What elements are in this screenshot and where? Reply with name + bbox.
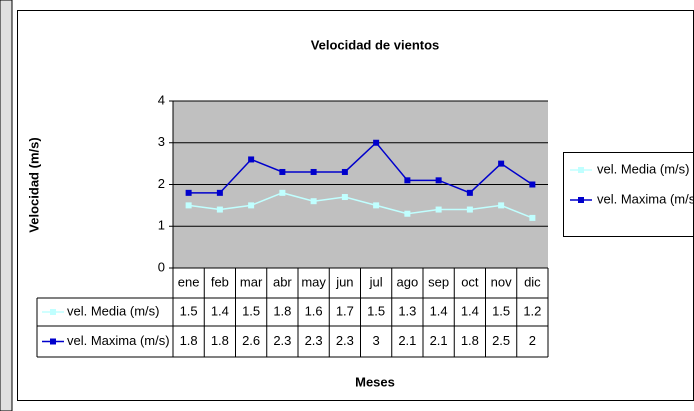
data-point <box>435 206 442 213</box>
x-tick-label: jun <box>335 274 353 289</box>
data-point <box>310 168 317 175</box>
data-point <box>498 160 505 167</box>
data-point <box>341 168 348 175</box>
data-point <box>216 189 223 196</box>
table-value: 1.5 <box>492 303 510 318</box>
table-value: 2.1 <box>398 333 416 348</box>
table-legend-key-marker <box>50 309 56 315</box>
table-value: 2 <box>529 333 536 348</box>
data-point <box>529 214 536 221</box>
table-legend-key-marker <box>50 338 56 345</box>
data-point <box>404 210 411 217</box>
table-value: 1.5 <box>180 303 198 318</box>
x-tick-label: may <box>301 274 326 289</box>
data-point <box>529 181 536 188</box>
legend-box <box>563 152 694 237</box>
data-point <box>310 198 317 205</box>
y-tick-label: 1 <box>158 218 165 233</box>
table-value: 1.4 <box>211 303 229 318</box>
table-value: 1.6 <box>305 303 323 318</box>
table-value: 2.3 <box>273 333 291 348</box>
table-series-label: vel. Media (m/s) <box>67 303 159 318</box>
table-value: 1.8 <box>461 333 479 348</box>
table-value: 1.4 <box>461 303 479 318</box>
data-point <box>373 139 380 146</box>
data-point <box>373 202 380 209</box>
series-line <box>188 141 533 194</box>
table-value: 1.3 <box>398 303 416 318</box>
data-point <box>341 194 348 201</box>
data-point <box>435 177 442 184</box>
table-value: 3 <box>373 333 380 348</box>
table-value: 2.3 <box>336 333 354 348</box>
x-tick-label: sep <box>428 274 449 289</box>
data-point <box>185 202 192 209</box>
data-point <box>185 189 192 196</box>
y-tick-label: 0 <box>158 259 165 274</box>
data-point <box>404 177 411 184</box>
y-tick-label: 4 <box>158 92 165 107</box>
table-value: 1.8 <box>273 303 291 318</box>
data-point <box>279 168 286 175</box>
x-tick-label: ago <box>397 274 419 289</box>
x-axis-title: Meses <box>355 374 395 389</box>
table-value: 1.7 <box>336 303 354 318</box>
side-frame <box>0 0 13 411</box>
legend-key-marker <box>578 167 584 173</box>
x-tick-label: jul <box>369 274 383 289</box>
data-point <box>279 189 286 196</box>
x-tick-label: feb <box>211 274 229 289</box>
data-point <box>466 206 473 213</box>
table-value: 2.5 <box>492 333 510 348</box>
x-tick-label: ene <box>178 274 200 289</box>
table-value: 1.4 <box>430 303 448 318</box>
table-value: 1.2 <box>523 303 541 318</box>
table-value: 2.3 <box>305 333 323 348</box>
y-tick-label: 3 <box>158 134 165 149</box>
legend-label: vel. Maxima (m/s) <box>597 191 694 206</box>
data-point <box>248 156 255 163</box>
series-line <box>188 192 533 219</box>
data-point <box>466 189 473 196</box>
data-point <box>248 202 255 209</box>
y-axis-title: Velocidad (m/s) <box>26 137 41 232</box>
table-value: 1.8 <box>180 333 198 348</box>
x-tick-label: mar <box>240 274 263 289</box>
x-tick-label: abr <box>273 274 292 289</box>
table-series-label: vel. Maxima (m/s) <box>67 333 170 348</box>
x-tick-label: dic <box>524 274 541 289</box>
table-value: 2.1 <box>430 333 448 348</box>
y-tick-label: 2 <box>158 176 165 191</box>
legend-key-marker <box>578 197 584 203</box>
data-point <box>216 206 223 213</box>
table-value: 1.5 <box>242 303 260 318</box>
x-tick-label: oct <box>461 274 479 289</box>
data-point <box>498 202 505 209</box>
table-value: 2.6 <box>242 333 260 348</box>
legend-label: vel. Media (m/s) <box>597 161 689 176</box>
x-tick-label: nov <box>491 274 512 289</box>
table-value: 1.5 <box>367 303 385 318</box>
table-value: 1.8 <box>211 333 229 348</box>
chart-title: Velocidad de vientos <box>311 37 440 52</box>
